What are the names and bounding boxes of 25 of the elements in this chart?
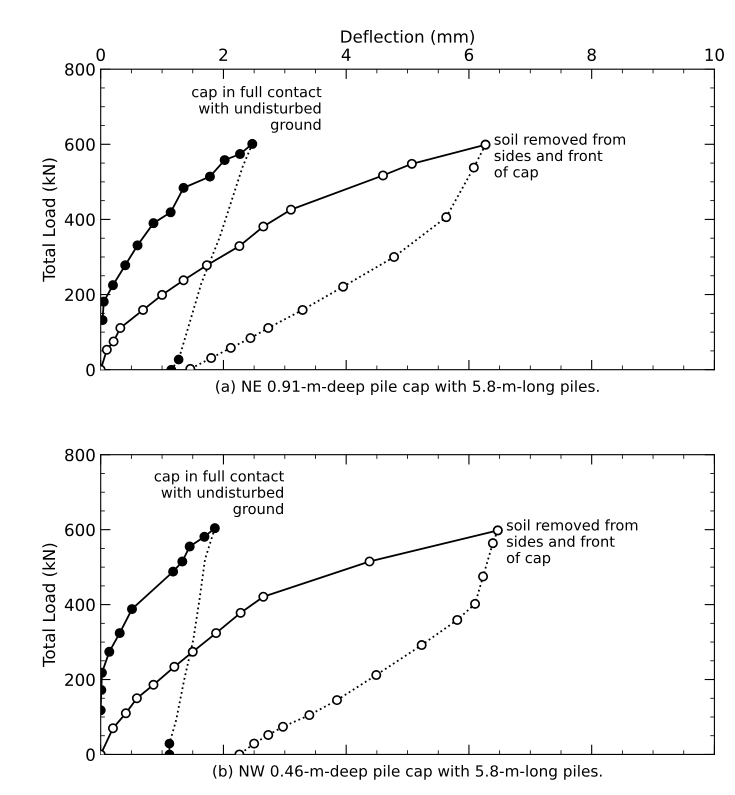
x-tick-label: 0 bbox=[96, 48, 105, 62]
y-tick-label: 400 bbox=[64, 598, 95, 612]
text: (b) NW 0.46-m-deep pile cap with 5.8-m-long piles. bbox=[213, 764, 602, 780]
y-tick-label: 600 bbox=[65, 138, 95, 151]
y-tick-label: 200 bbox=[65, 288, 95, 302]
y-tick-label: 800 bbox=[65, 63, 95, 76]
x-axis-title: Deflection (mm) bbox=[341, 30, 474, 45]
text: (a) NE 0.91-m-deep pile cap with 5.8-m-long piles. bbox=[216, 380, 599, 395]
x-tick-label: 6 bbox=[464, 48, 474, 62]
y-axis-title: Total Load (kN) bbox=[42, 158, 58, 282]
y-tick-label: 600 bbox=[65, 524, 95, 536]
y-tick-label: 200 bbox=[65, 673, 95, 686]
annotation: cap in full contact with undisturbed ground bbox=[192, 86, 322, 133]
y-tick-label: 0 bbox=[86, 748, 95, 762]
x-tick-label: 10 bbox=[706, 48, 724, 62]
x-tick-label: 4 bbox=[342, 48, 351, 61]
annotation: soil removed from sides and front of cap bbox=[506, 519, 638, 566]
y-axis-title: Total Load (kN) bbox=[42, 544, 58, 667]
y-tick-label: 400 bbox=[64, 213, 95, 226]
x-tick-label: 8 bbox=[588, 48, 596, 62]
y-tick-label: 800 bbox=[65, 448, 95, 462]
y-tick-label: 0 bbox=[86, 364, 95, 376]
x-tick-label: 2 bbox=[219, 48, 228, 61]
annotation: soil removed from sides and front of cap bbox=[494, 134, 626, 180]
annotation: cap in full contact with undisturbed ground bbox=[154, 470, 284, 518]
